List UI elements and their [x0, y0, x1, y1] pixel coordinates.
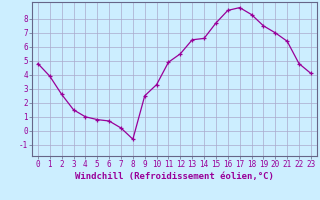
X-axis label: Windchill (Refroidissement éolien,°C): Windchill (Refroidissement éolien,°C): [75, 172, 274, 181]
